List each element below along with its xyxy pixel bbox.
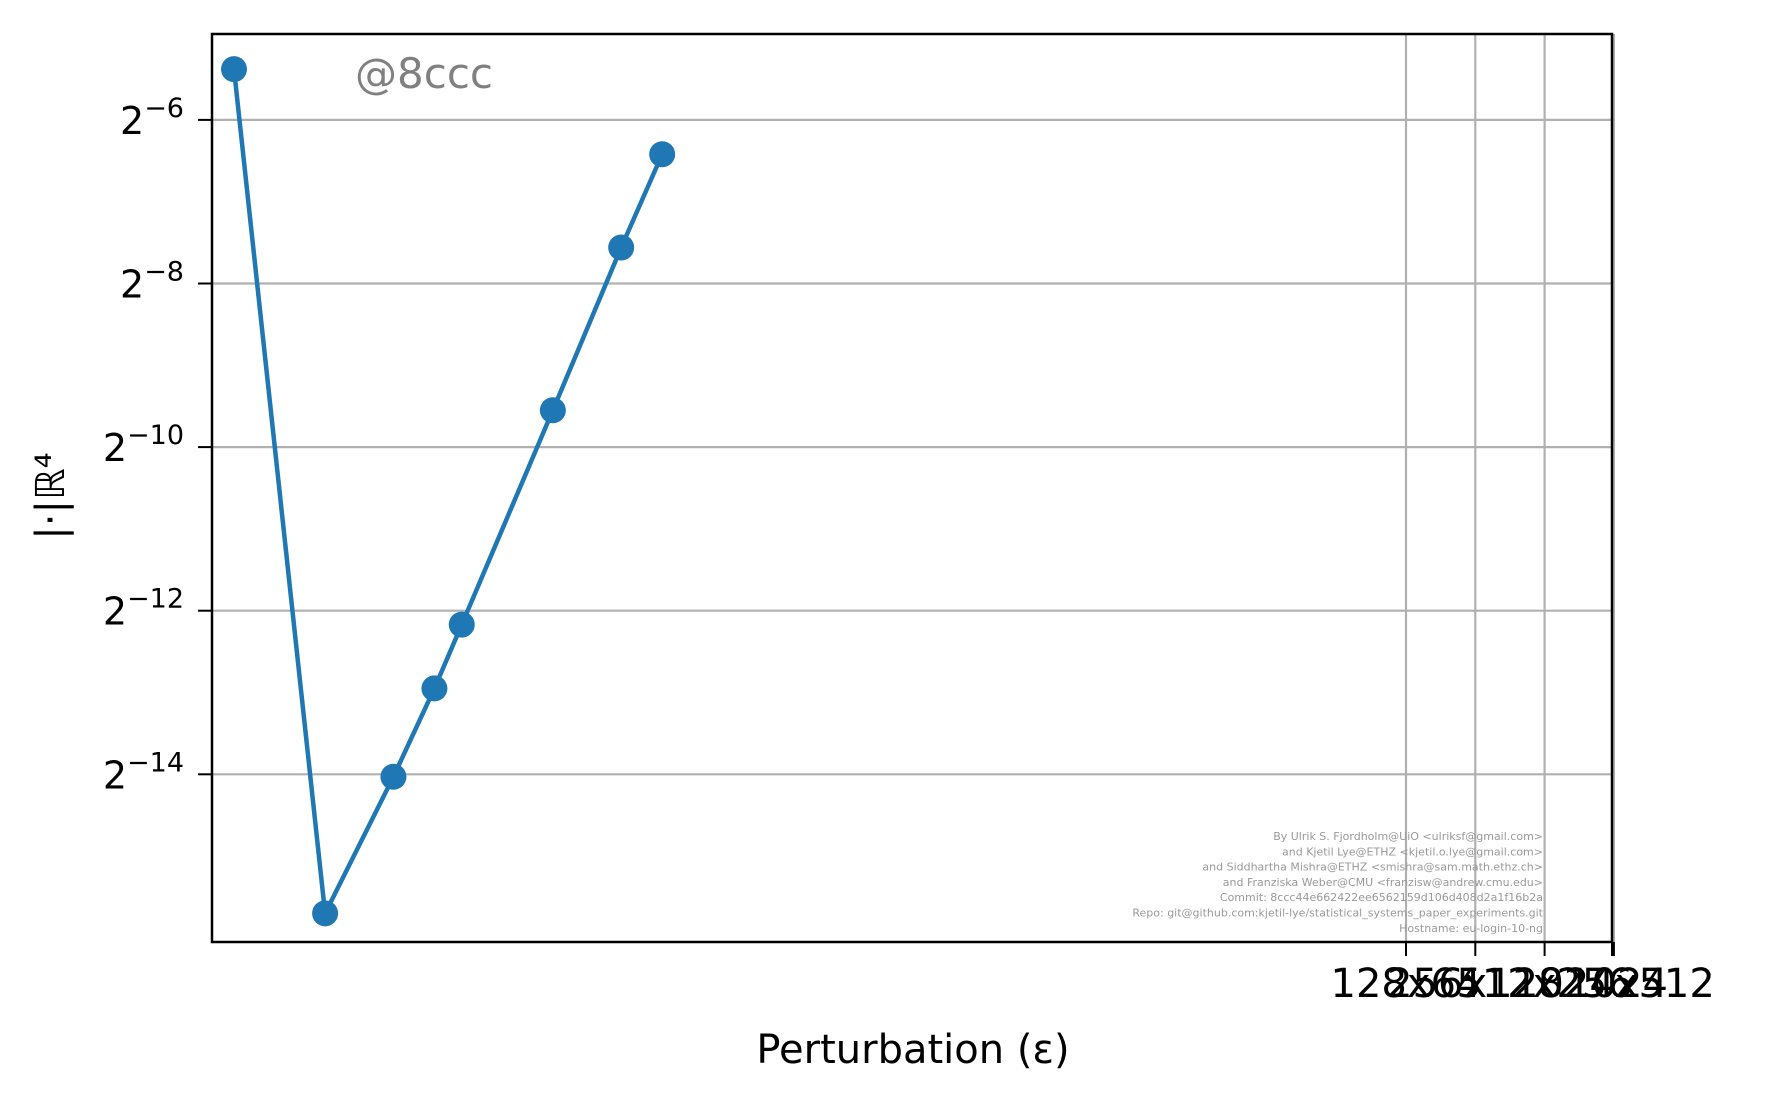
y-tick-label: 2−6 — [120, 93, 184, 143]
x-tick-label: 128x64 — [1331, 961, 1482, 1007]
data-point — [649, 141, 676, 168]
y-tick-label: 2−10 — [103, 420, 184, 470]
data-point — [539, 397, 566, 424]
data-point — [221, 56, 247, 83]
x-tick-label: 1024x512 — [1513, 961, 1715, 1007]
y-tick-label: 2−14 — [103, 747, 184, 797]
credits-line: and Siddhartha Mishra@ETHZ <smishra@sam.… — [1202, 861, 1543, 874]
credits-line: Repo: git@github.com:kjetil-lye/statisti… — [1132, 907, 1543, 920]
y-tick-label: 2−12 — [103, 584, 184, 634]
plot-frame — [210, 32, 1614, 944]
data-point — [312, 900, 339, 927]
series-layer — [221, 56, 676, 927]
y-tick-label: 2−8 — [120, 256, 184, 306]
x-axis-label: Perturbation (ε) — [756, 1027, 1069, 1073]
grid-layer — [212, 34, 1616, 942]
credits-line: and Franziska Weber@CMU <franzisw@andrew… — [1223, 876, 1543, 889]
data-point — [608, 234, 635, 261]
credits-line: Hostname: eu-login-10-ng — [1399, 922, 1543, 935]
credits: By Ulrik S. Fjordholm@UiO <ulriksf@gmail… — [1132, 830, 1543, 935]
watermark: @8ccc — [355, 49, 493, 98]
x-tick-label: 256x128 — [1387, 961, 1563, 1007]
series-line — [231, 68, 665, 916]
x-tick-label: 512x256 — [1456, 961, 1632, 1007]
credits-line: By Ulrik S. Fjordholm@UiO <ulriksf@gmail… — [1273, 830, 1543, 843]
data-point — [421, 675, 448, 702]
x-tick-label: 1024 — [1566, 961, 1668, 1007]
credits-line: Commit: 8ccc44e662422ee6562159d106d408d2… — [1220, 891, 1543, 904]
data-point — [380, 763, 407, 790]
credits-line: and Kjetil Lye@ETHZ <kjetil.o.lye@gmail.… — [1282, 845, 1543, 858]
y-axis-label: |·|ℝ⁴ — [28, 452, 74, 539]
tick-layer: 2−6 2−8 2−10 2−12 2−14 128x64256x128512x25610… — [103, 93, 1715, 1007]
data-point — [448, 611, 475, 638]
